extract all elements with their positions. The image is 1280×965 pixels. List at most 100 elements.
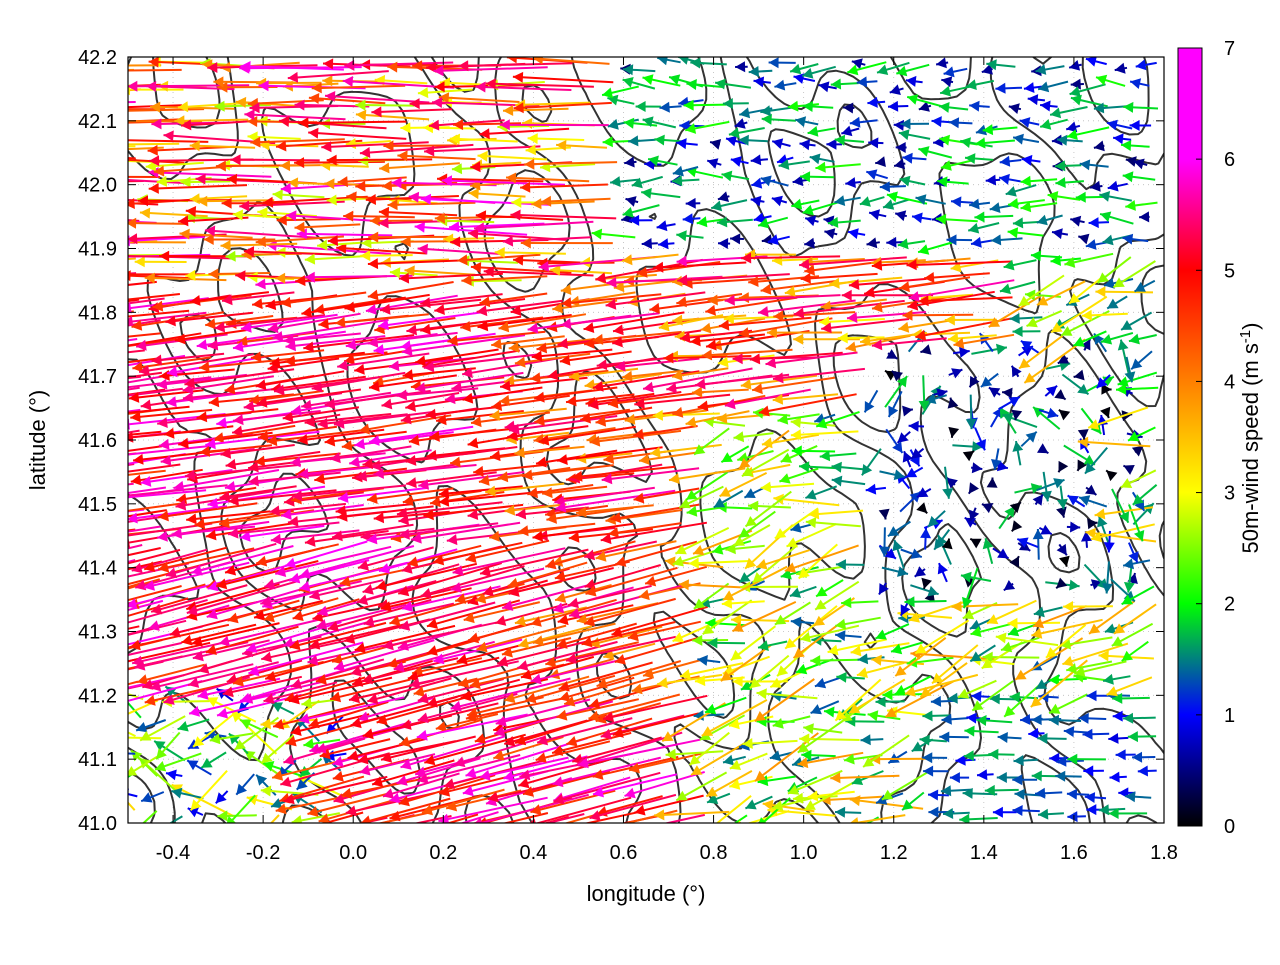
wind-arrow-head bbox=[239, 201, 249, 212]
wind-arrow-head bbox=[93, 344, 104, 355]
wind-arrow-head bbox=[113, 155, 123, 166]
wind-arrow-shaft bbox=[903, 315, 974, 316]
wind-arrow-head bbox=[899, 129, 910, 140]
wind-arrow-head bbox=[628, 135, 638, 146]
wind-arrow-head bbox=[225, 481, 236, 492]
wind-arrow-shaft bbox=[288, 71, 389, 78]
wind-arrow-head bbox=[755, 771, 766, 781]
wind-arrow-head bbox=[907, 300, 918, 311]
wind-arrow-head bbox=[842, 290, 852, 301]
x-tick-label: 1.4 bbox=[970, 842, 998, 864]
wind-arrow-shaft bbox=[39, 484, 134, 494]
wind-arrow-shaft bbox=[239, 67, 362, 68]
wind-arrow-head bbox=[969, 482, 979, 493]
wind-arrow-head bbox=[1008, 227, 1019, 238]
wind-arrow-head bbox=[354, 364, 365, 375]
wind-arrow-head bbox=[500, 828, 511, 839]
wind-arrow-shaft bbox=[248, 473, 340, 482]
wind-arrow-head bbox=[1033, 494, 1043, 505]
wind-arrow-head bbox=[293, 611, 304, 622]
wind-arrow-head bbox=[969, 101, 979, 112]
wind-arrow-head bbox=[530, 372, 541, 383]
wind-arrow-head bbox=[109, 732, 119, 743]
wind-arrow-head bbox=[848, 228, 859, 239]
wind-arrow-head bbox=[383, 788, 394, 799]
wind-arrow-head bbox=[860, 196, 871, 207]
wind-arrow-head bbox=[528, 133, 538, 144]
wind-arrow-head bbox=[1130, 78, 1141, 89]
wind-arrow-head bbox=[26, 623, 37, 634]
wind-arrow-head bbox=[723, 755, 734, 766]
wind-arrow-head bbox=[41, 561, 52, 572]
wind-arrow-head bbox=[91, 412, 102, 423]
wind-arrow-head bbox=[686, 198, 696, 209]
wind-arrow-head bbox=[135, 256, 145, 267]
y-tick-label: 42.2 bbox=[78, 47, 117, 69]
wind-arrow-head bbox=[717, 217, 727, 228]
wind-arrow-head bbox=[948, 333, 958, 344]
wind-arrow-head bbox=[444, 778, 455, 789]
wind-arrow-head bbox=[981, 377, 992, 387]
wind-arrow-head bbox=[159, 439, 170, 450]
wind-arrow-head bbox=[471, 416, 482, 427]
wind-arrow-head bbox=[83, 671, 94, 682]
wind-arrow-shaft bbox=[327, 159, 433, 160]
wind-arrow-head bbox=[45, 660, 56, 671]
wind-arrow-head bbox=[1035, 788, 1045, 799]
wind-arrow-head bbox=[871, 655, 882, 666]
wind-arrow-head bbox=[761, 284, 772, 295]
wind-arrow-head bbox=[545, 825, 556, 836]
wind-arrow-head bbox=[65, 171, 75, 182]
wind-arrow-head bbox=[1067, 789, 1077, 800]
wind-arrow-head bbox=[879, 509, 890, 520]
wind-arrow-shaft bbox=[56, 453, 136, 461]
wind-arrow-head bbox=[654, 135, 664, 146]
wind-arrow-head bbox=[902, 153, 912, 164]
wind-arrow-head bbox=[109, 713, 120, 723]
wind-arrow-head bbox=[932, 116, 942, 127]
wind-arrow-shaft bbox=[368, 282, 454, 297]
wind-arrow-head bbox=[634, 493, 645, 504]
wind-arrow-head bbox=[56, 455, 67, 466]
wind-arrow-head bbox=[898, 238, 909, 249]
wind-arrow-shaft bbox=[479, 129, 569, 135]
wind-arrow-head bbox=[52, 195, 62, 206]
wind-arrow-shaft bbox=[174, 120, 248, 121]
wind-arrow-head bbox=[235, 270, 245, 281]
wind-arrow-head bbox=[354, 439, 365, 450]
wind-arrow-head bbox=[68, 312, 79, 323]
x-tick-label: 0.2 bbox=[429, 842, 457, 864]
wind-arrow-shaft bbox=[513, 77, 613, 83]
wind-arrow-head bbox=[1074, 370, 1085, 381]
wind-arrow-head bbox=[788, 101, 799, 112]
wind-arrow-head bbox=[1037, 215, 1048, 226]
wind-arrow-head bbox=[734, 431, 745, 442]
wind-arrow-shaft bbox=[367, 678, 451, 701]
wind-arrow-head bbox=[1100, 212, 1111, 223]
wind-arrow-head bbox=[318, 418, 329, 429]
wind-arrow-head bbox=[894, 158, 905, 169]
wind-arrow-shaft bbox=[294, 162, 385, 163]
wind-arrow-head bbox=[944, 66, 955, 77]
wind-arrow-shaft bbox=[244, 114, 345, 119]
wind-arrow-shaft bbox=[379, 163, 460, 168]
y-tick-label: 41.9 bbox=[78, 239, 117, 261]
wind-arrow-head bbox=[1047, 408, 1058, 419]
wind-arrow-shaft bbox=[109, 737, 161, 738]
wind-arrow-head bbox=[360, 765, 371, 776]
wind-arrow-head bbox=[731, 650, 742, 660]
x-tick-label: 1.8 bbox=[1150, 842, 1178, 864]
wind-arrow-head bbox=[943, 808, 953, 819]
x-tick-label: 0.8 bbox=[700, 842, 728, 864]
wind-arrow-head bbox=[832, 462, 842, 473]
wind-arrow-head bbox=[533, 54, 543, 65]
wind-arrow-head bbox=[1020, 714, 1030, 725]
wind-arrow-head bbox=[868, 137, 878, 148]
wind-arrow-head bbox=[718, 191, 729, 202]
wind-arrow-head bbox=[580, 413, 591, 424]
wind-arrow-head bbox=[1132, 446, 1143, 457]
wind-arrow-head bbox=[1004, 580, 1015, 590]
wind-arrow-head bbox=[1054, 389, 1065, 399]
wind-arrow-head bbox=[1080, 159, 1091, 170]
wind-arrow-shaft bbox=[613, 713, 699, 735]
